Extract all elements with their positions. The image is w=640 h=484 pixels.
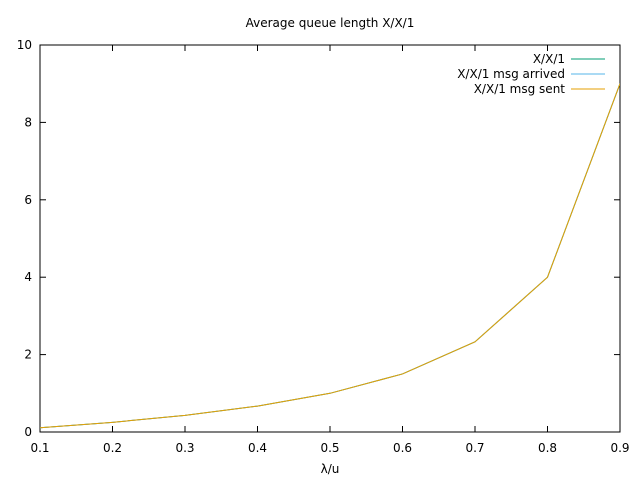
y-tick-label: 8 xyxy=(24,115,32,129)
legend-label: X/X/1 msg arrived xyxy=(457,67,565,81)
y-tick-label: 0 xyxy=(24,425,32,439)
legend-label: X/X/1 msg sent xyxy=(474,82,566,96)
x-axis-label: λ/u xyxy=(321,462,340,476)
y-tick-label: 10 xyxy=(17,38,32,52)
y-tick-label: 4 xyxy=(24,270,32,284)
x-tick-label: 0.8 xyxy=(538,441,557,455)
x-tick-label: 0.9 xyxy=(610,441,629,455)
x-tick-label: 0.1 xyxy=(30,441,49,455)
y-axis: 0 2 4 6 8 10 xyxy=(17,38,620,439)
x-tick-label: 0.7 xyxy=(465,441,484,455)
series-line-3 xyxy=(40,83,620,429)
x-tick-label: 0.2 xyxy=(103,441,122,455)
series-lines xyxy=(40,83,620,429)
y-tick-label: 2 xyxy=(24,348,32,362)
x-tick-label: 0.3 xyxy=(175,441,194,455)
legend-label: X/X/1 xyxy=(533,52,565,66)
x-tick-label: 0.4 xyxy=(248,441,267,455)
series-line-1 xyxy=(40,83,620,429)
chart-title: Average queue length X/X/1 xyxy=(246,16,415,30)
plot-frame xyxy=(39,44,621,433)
y-tick-label: 6 xyxy=(24,193,32,207)
x-tick-label: 0.5 xyxy=(320,441,339,455)
x-tick-label: 0.6 xyxy=(393,441,412,455)
x-axis: 0.1 0.2 0.3 0.4 0.5 0.6 0.7 0.8 0.9 xyxy=(30,45,630,455)
series-line-2 xyxy=(40,83,620,429)
